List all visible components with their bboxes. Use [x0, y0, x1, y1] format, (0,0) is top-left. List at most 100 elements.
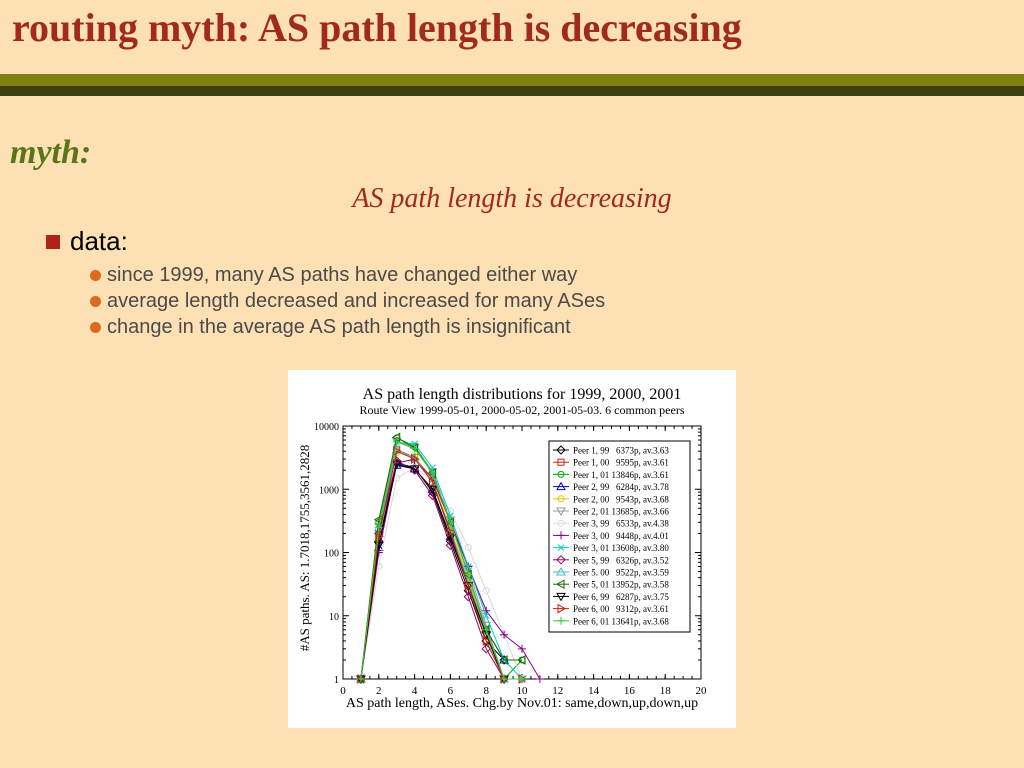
data-point: [411, 454, 420, 464]
legend-marker: [557, 495, 565, 503]
series-line-12: [360, 436, 522, 680]
legend-marker: [556, 566, 566, 576]
chart-svg: AS path length distributions for 1999, 2…: [297, 386, 708, 711]
data-point: [374, 523, 383, 532]
x-tick-label: 0: [340, 685, 346, 697]
list-item: average length decreased and increased f…: [90, 288, 605, 314]
bullet-text: average length decreased and increased f…: [107, 289, 606, 312]
chart-x-axis-label: AS path length, ASes. Chg.by Nov.01: sam…: [346, 696, 698, 711]
series-line-14: [360, 450, 522, 680]
data-point: [482, 606, 491, 615]
y-tick-label: 1000: [319, 485, 339, 496]
y-tick-label: 10: [329, 612, 339, 623]
sub-bullet-list: since 1999, many AS paths have changed e…: [90, 262, 605, 340]
data-point: [375, 531, 384, 542]
data-point: [482, 625, 491, 634]
legend-entry: Peer 3, 01 13608p, av.3.80: [573, 543, 669, 553]
y-tick-label: 100: [324, 549, 339, 560]
bullet-text: change in the average AS path length is …: [107, 315, 571, 338]
title-divider-dark: [0, 86, 1024, 96]
square-bullet-icon: [46, 234, 60, 249]
legend-marker: [556, 555, 566, 565]
legend-marker: [557, 603, 567, 614]
legend-entry: Peer 6, 01 13641p, av.3.68: [573, 616, 669, 626]
slide-title: routing myth: AS path length is decreasi…: [12, 5, 742, 50]
data-point: [463, 582, 474, 591]
x-tick-label: 12: [552, 685, 563, 697]
legend-marker: [556, 481, 566, 491]
data-point: [518, 675, 526, 683]
legend-entry: Peer 1, 00 9595p, av.3.61: [573, 458, 669, 468]
data-label: data:: [70, 226, 128, 256]
list-item: since 1999, many AS paths have changed e…: [90, 262, 605, 288]
legend-entry: Peer 1, 01 13846p, av.3.61: [573, 470, 669, 480]
x-tick-label: 14: [588, 685, 600, 697]
y-tick-label: 1: [334, 675, 339, 686]
legend-entry: Peer 5, 99 6326p, av.3.52: [573, 555, 669, 565]
data-point: [392, 437, 401, 446]
chart-panel: AS path length distributions for 1999, 2…: [288, 370, 736, 728]
legend-marker: [557, 458, 565, 466]
y-tick-label: 10000: [314, 422, 339, 433]
data-point: [411, 440, 418, 448]
data-point: [427, 490, 438, 501]
series-line-13: [360, 463, 505, 680]
data-bullet-row: data:: [46, 226, 128, 257]
data-point: [500, 630, 509, 639]
myth-statement: AS path length is decreasing: [352, 183, 672, 214]
legend-marker: [557, 544, 565, 551]
data-point: [499, 654, 509, 664]
chart-subtitle: Route View 1999-05-01, 2000-05-02, 2001-…: [359, 403, 684, 417]
legend-marker: [556, 507, 566, 517]
legend-marker: [557, 616, 565, 625]
myth-label: myth:: [10, 134, 92, 171]
x-tick-label: 8: [483, 685, 489, 697]
x-tick-label: 20: [696, 685, 708, 697]
data-point: [482, 636, 492, 646]
data-point: [391, 460, 402, 470]
dot-bullet-icon: [90, 295, 101, 307]
legend-entry: Peer 6, 00 9312p, av.3.61: [573, 604, 669, 614]
series-line-7: [360, 467, 523, 680]
data-point: [393, 446, 402, 457]
legend-entry: Peer 5. 00 9522p, av.3.59: [573, 568, 669, 578]
series-line-9: [360, 441, 523, 680]
legend-marker: [556, 592, 566, 602]
data-point: [535, 675, 544, 683]
legend-entry: Peer 2, 00 9543p, av.3.68: [573, 494, 669, 504]
legend-entry: Peer 2, 01 13685p, av.3.66: [573, 507, 669, 517]
legend-marker: [557, 531, 565, 540]
data-point: [446, 507, 454, 515]
legend-entry: Peer 2, 99 6284p, av.3.78: [573, 482, 669, 492]
legend-entry: Peer 3, 00 9448p, av.4.01: [573, 531, 669, 541]
data-point: [518, 644, 526, 653]
data-point: [427, 485, 438, 495]
data-point: [516, 655, 526, 665]
x-tick-label: 4: [412, 685, 418, 697]
series-line-3: [360, 437, 523, 680]
chart-title: AS path length distributions for 1999, 2…: [363, 386, 682, 403]
data-point: [500, 675, 509, 683]
data-point: [446, 518, 455, 527]
x-tick-label: 16: [624, 685, 636, 697]
legend-entry: Peer 1, 99 6373p, av.3.63: [573, 446, 669, 456]
legend-entry: Peer 3, 99 6533p, av.4.38: [573, 519, 669, 529]
data-point: [356, 675, 365, 683]
data-point: [464, 570, 473, 579]
dot-bullet-icon: [90, 321, 101, 333]
data-point: [410, 444, 419, 453]
list-item: change in the average AS path length is …: [90, 314, 605, 340]
x-tick-label: 18: [660, 685, 672, 697]
legend-marker: [557, 519, 565, 527]
dot-bullet-icon: [90, 269, 101, 281]
legend-marker: [557, 470, 565, 478]
data-point: [482, 612, 490, 620]
data-point: [464, 543, 472, 551]
data-point: [427, 477, 438, 486]
legend-entry: Peer 6, 99 6287p, av.3.75: [573, 592, 669, 602]
chart-y-axis-label: #AS paths. AS: 1.7018,1755,3561,2828: [297, 445, 312, 652]
data-point: [482, 587, 490, 595]
data-point: [428, 469, 437, 478]
legend-marker: [556, 445, 566, 455]
series-line-15: [360, 441, 522, 680]
